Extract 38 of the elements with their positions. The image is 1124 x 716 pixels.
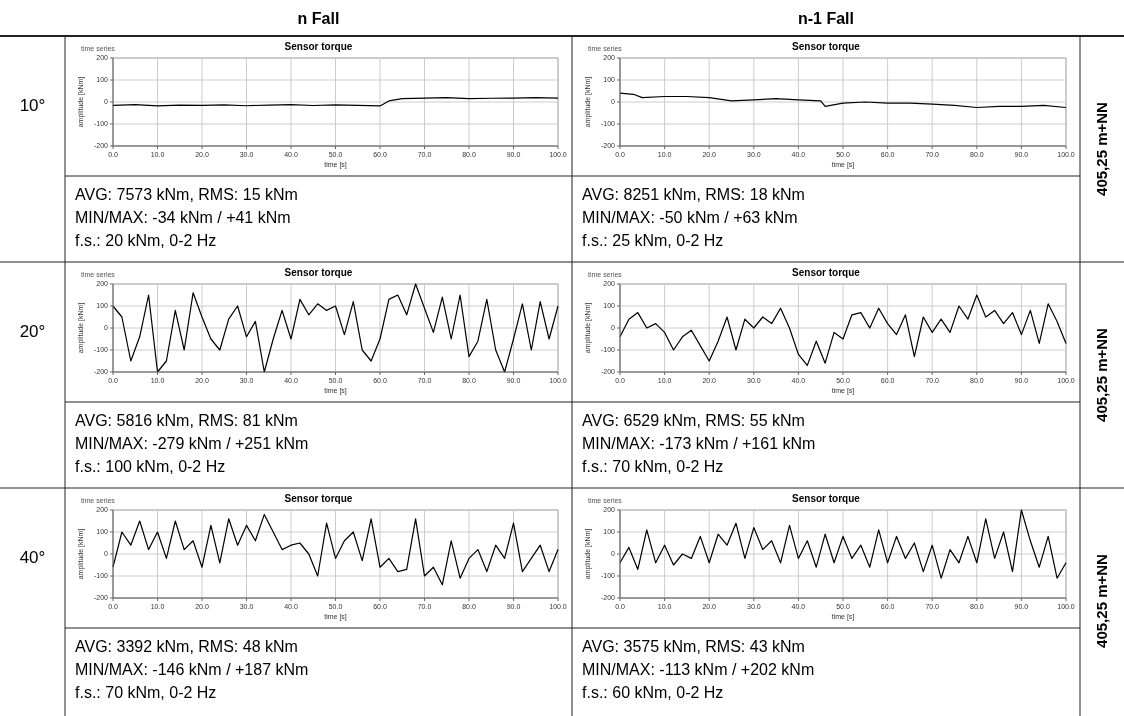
text: AVG: 5816 kNm, RMS: 81 kNm	[75, 412, 298, 429]
line-series	[112, 97, 559, 107]
text: MIN/MAX: -279 kNm / +251 kNm	[75, 435, 309, 452]
text: f.s.: 25 kNm, 0-2 Hz	[582, 232, 724, 249]
text: n Fall	[297, 10, 340, 27]
text: f.s.: 70 kNm, 0-2 Hz	[582, 458, 724, 475]
line-series	[619, 509, 1067, 579]
chart-title: Sensor torque	[284, 493, 353, 504]
line-series	[112, 513, 559, 586]
text: 405,25 m+NN	[1093, 328, 1111, 422]
text: 40°	[19, 548, 46, 567]
text: AVG: 8251 kNm, RMS: 18 kNm	[582, 186, 805, 203]
chart-title: Sensor torque	[792, 41, 861, 52]
text: MIN/MAX: -50 kNm / +63 kNm	[582, 209, 798, 226]
text: AVG: 7573 kNm, RMS: 15 kNm	[75, 186, 298, 203]
chart-title: Sensor torque	[284, 41, 353, 52]
text: 20°	[19, 322, 46, 341]
text: f.s.: 70 kNm, 0-2 Hz	[75, 684, 217, 701]
text: n-1 Fall	[797, 10, 855, 27]
chart-title: Sensor torque	[792, 493, 861, 504]
line-series	[619, 294, 1067, 366]
text: MIN/MAX: -173 kNm / +161 kNm	[582, 435, 816, 452]
text: AVG: 3575 kNm, RMS: 43 kNm	[582, 638, 805, 655]
chart-title: Sensor torque	[792, 267, 861, 278]
text: MIN/MAX: -34 kNm / +41 kNm	[75, 209, 291, 226]
line-series	[619, 92, 1067, 109]
text: MIN/MAX: -146 kNm / +187 kNm	[75, 661, 309, 678]
line-series	[112, 283, 559, 373]
chart-title: Sensor torque	[284, 267, 353, 278]
text: MIN/MAX: -113 kNm / +202 kNm	[582, 661, 815, 678]
text: f.s.: 20 kNm, 0-2 Hz	[75, 232, 217, 249]
text: AVG: 6529 kNm, RMS: 55 kNm	[582, 412, 805, 429]
text: 405,25 m+NN	[1093, 102, 1111, 196]
text: 405,25 m+NN	[1093, 554, 1111, 648]
text: f.s.: 100 kNm, 0-2 Hz	[75, 458, 226, 475]
text: f.s.: 60 kNm, 0-2 Hz	[582, 684, 724, 701]
text: AVG: 3392 kNm, RMS: 48 kNm	[75, 638, 298, 655]
text: 10°	[19, 96, 46, 115]
